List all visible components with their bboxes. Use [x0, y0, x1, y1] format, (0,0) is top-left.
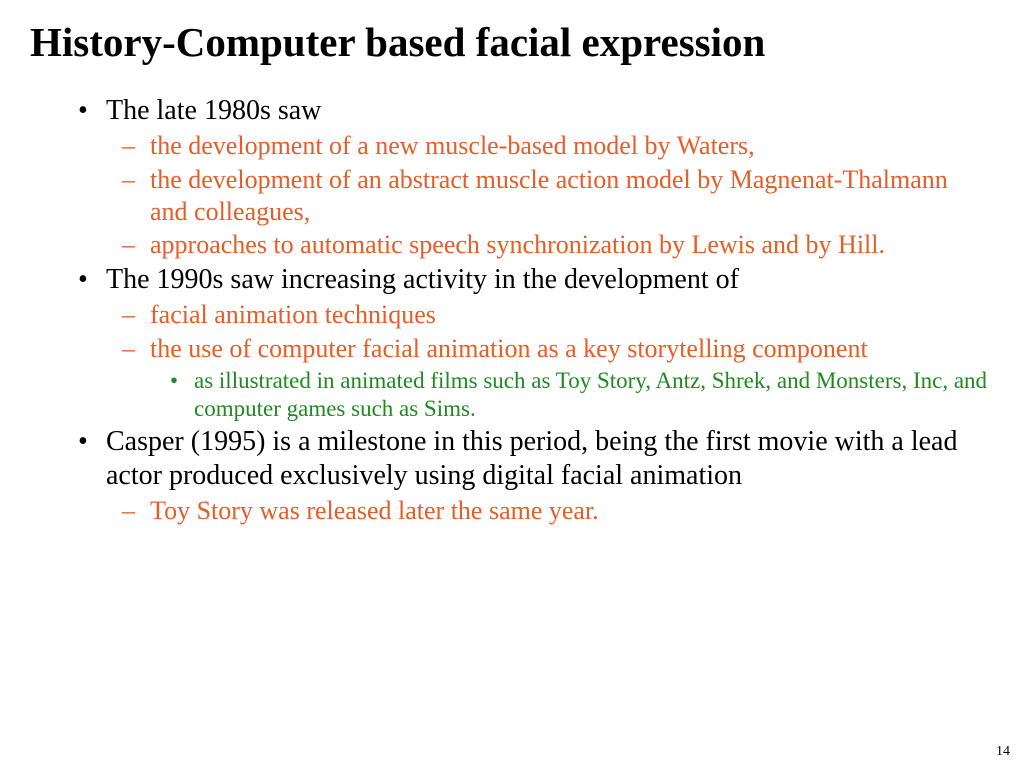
- bullet-text: facial animation techniques: [150, 300, 436, 329]
- list-item: The 1990s saw increasing activity in the…: [106, 263, 988, 423]
- list-item: the use of computer facial animation as …: [150, 333, 988, 423]
- bullet-list-level2: facial animation techniques the use of c…: [106, 299, 988, 423]
- bullet-text: Toy Story was released later the same ye…: [150, 496, 599, 525]
- bullet-text: Casper (1995) is a milestone in this per…: [106, 426, 957, 491]
- list-item: Toy Story was released later the same ye…: [150, 495, 988, 527]
- bullet-list-level1: The late 1980s saw the development of a …: [36, 94, 988, 527]
- slide: History-Computer based facial expression…: [0, 0, 1024, 768]
- page-number: 14: [996, 744, 1010, 760]
- bullet-list-level3: as illustrated in animated films such as…: [150, 367, 988, 423]
- bullet-text: The late 1980s saw: [106, 95, 321, 126]
- bullet-text: the use of computer facial animation as …: [150, 334, 868, 363]
- list-item: Casper (1995) is a milestone in this per…: [106, 425, 988, 527]
- bullet-text: the development of an abstract muscle ac…: [150, 165, 948, 226]
- bullet-list-level2: Toy Story was released later the same ye…: [106, 495, 988, 527]
- bullet-text: as illustrated in animated films such as…: [194, 368, 987, 421]
- list-item: the development of an abstract muscle ac…: [150, 164, 988, 227]
- bullet-text: approaches to automatic speech synchroni…: [150, 230, 885, 259]
- list-item: the development of a new muscle-based mo…: [150, 130, 988, 162]
- bullet-list-level2: the development of a new muscle-based mo…: [106, 130, 988, 261]
- list-item: The late 1980s saw the development of a …: [106, 94, 988, 261]
- list-item: approaches to automatic speech synchroni…: [150, 229, 988, 261]
- bullet-text: The 1990s saw increasing activity in the…: [106, 264, 739, 295]
- list-item: facial animation techniques: [150, 299, 988, 331]
- slide-title: History-Computer based facial expression: [30, 18, 988, 66]
- list-item: as illustrated in animated films such as…: [194, 367, 988, 423]
- bullet-text: the development of a new muscle-based mo…: [150, 131, 755, 160]
